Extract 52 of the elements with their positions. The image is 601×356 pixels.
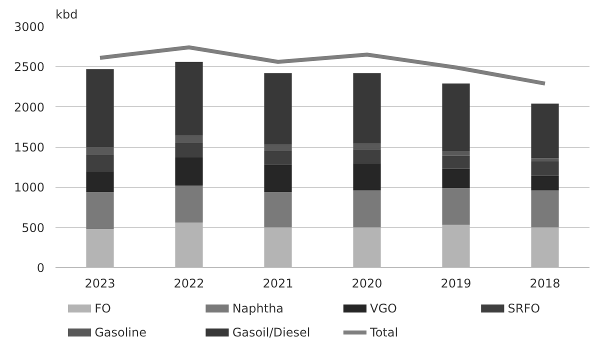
- bar: [86, 69, 114, 147]
- legend-label: VGO: [370, 302, 397, 316]
- x-tick-label: 2020: [352, 276, 382, 290]
- bar: [175, 62, 203, 136]
- x-tick-label: 2019: [440, 276, 472, 290]
- bar: [442, 156, 470, 169]
- legend-label: Gasoline: [94, 326, 146, 340]
- y-tick-label: 2000: [14, 100, 45, 114]
- legend-label: Naphtha: [232, 302, 284, 316]
- y-tick-label: 0: [36, 261, 45, 275]
- bar: [442, 84, 470, 152]
- bar: [531, 104, 559, 158]
- x-tick-label: 2021: [262, 276, 294, 290]
- x-tick-label: 2022: [174, 276, 204, 290]
- bar: [442, 188, 470, 225]
- legend-label: FO: [94, 302, 111, 316]
- bar: [531, 176, 559, 190]
- bar: [353, 149, 381, 164]
- y-tick-label: 2500: [14, 60, 45, 74]
- bar: [175, 142, 203, 158]
- bar: [264, 192, 292, 228]
- y-tick-label: 1500: [14, 140, 45, 154]
- bar: [264, 164, 292, 192]
- bar: [353, 190, 381, 228]
- bar: [175, 136, 203, 143]
- bar: [353, 144, 381, 150]
- bar: [531, 161, 559, 176]
- legend-label: SRFO: [508, 302, 540, 316]
- legend-label: Total: [369, 326, 398, 340]
- bar: [353, 73, 381, 144]
- y-axis-title: kbd: [56, 8, 78, 22]
- bar: [175, 157, 203, 186]
- y-tick-label: 3000: [14, 20, 45, 34]
- bar: [264, 144, 292, 152]
- line-series: [98, 45, 547, 86]
- bar: [86, 155, 114, 172]
- bar: [86, 192, 114, 229]
- y-tick-label: 500: [22, 220, 44, 235]
- bar: [264, 73, 292, 145]
- bar: [264, 151, 292, 165]
- x-tick-label: 2023: [84, 276, 116, 290]
- bar: [86, 147, 114, 156]
- bar: [442, 168, 470, 188]
- y-tick-label: 1000: [14, 180, 45, 195]
- bar: [353, 163, 381, 190]
- bar: [86, 171, 114, 192]
- x-tick-label: 2018: [530, 276, 560, 290]
- bar: [175, 186, 203, 223]
- legend-label: Gasoil/Diesel: [232, 326, 310, 340]
- bar: [531, 158, 559, 162]
- bar: [442, 151, 470, 156]
- bar: [531, 190, 559, 228]
